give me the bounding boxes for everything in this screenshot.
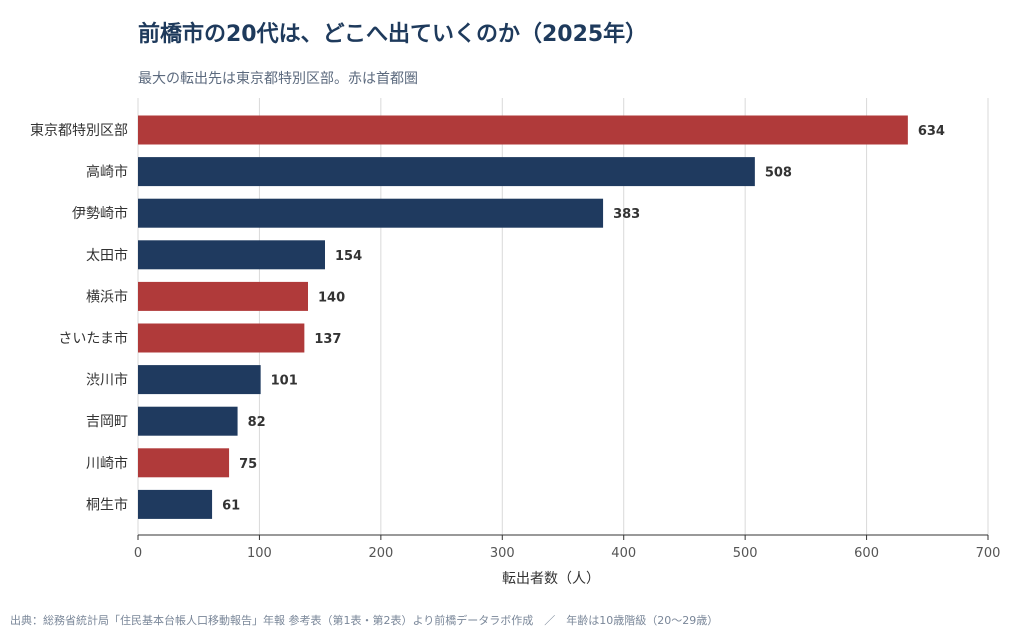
x-tick-label: 700 — [976, 546, 1001, 561]
category-label: 横浜市 — [86, 288, 128, 305]
value-label: 101 — [271, 374, 298, 389]
bar — [138, 406, 238, 436]
category-label: 伊勢崎市 — [72, 205, 128, 222]
bars — [138, 115, 908, 519]
value-label: 82 — [248, 415, 266, 430]
category-label: 高崎市 — [86, 164, 128, 181]
category-label: さいたま市 — [58, 330, 128, 347]
category-label: 川崎市 — [86, 455, 128, 472]
category-label: 渋川市 — [86, 372, 128, 389]
x-tick-label: 500 — [733, 546, 758, 561]
bar — [138, 157, 755, 187]
bar — [138, 198, 604, 228]
category-label: 太田市 — [86, 247, 128, 264]
value-label: 634 — [918, 124, 945, 139]
x-tick-label: 100 — [247, 546, 272, 561]
x-tick-label: 200 — [368, 546, 393, 561]
value-label: 75 — [239, 457, 257, 472]
category-label: 東京都特別区部 — [30, 123, 128, 139]
source-note: 出典：総務省統計局「住民基本台帳人口移動報告」年報 参考表（第1表・第2表）より… — [10, 614, 719, 627]
category-label: 吉岡町 — [86, 414, 128, 430]
value-label: 154 — [335, 249, 362, 264]
labels: 0 100 200 300 400 500 600 700 東京都特別区部 634 高崎市 508 伊勢… — [30, 123, 1000, 561]
bar — [138, 489, 213, 519]
x-axis-title: 転出者数（人） — [502, 571, 600, 587]
bar — [138, 323, 305, 353]
bar — [138, 448, 230, 478]
bar — [138, 115, 908, 145]
chart-title: 前橋市の20代は、どこへ出ていくのか（2025年） — [138, 22, 648, 47]
x-tick-label: 600 — [854, 546, 879, 561]
value-label: 61 — [222, 498, 240, 513]
bar — [138, 281, 308, 311]
value-label: 508 — [765, 166, 792, 181]
x-tick-label: 400 — [611, 546, 636, 561]
category-label: 桐生市 — [86, 496, 128, 513]
value-label: 383 — [613, 207, 640, 222]
chart-subtitle: 最大の転出先は東京都特別区部。赤は首都圏 — [138, 71, 418, 87]
x-tick-label: 0 — [134, 546, 142, 561]
bar — [138, 365, 261, 395]
x-tick-label: 300 — [490, 546, 515, 561]
bar — [138, 240, 325, 270]
value-label: 140 — [318, 290, 345, 305]
value-label: 137 — [314, 332, 341, 347]
